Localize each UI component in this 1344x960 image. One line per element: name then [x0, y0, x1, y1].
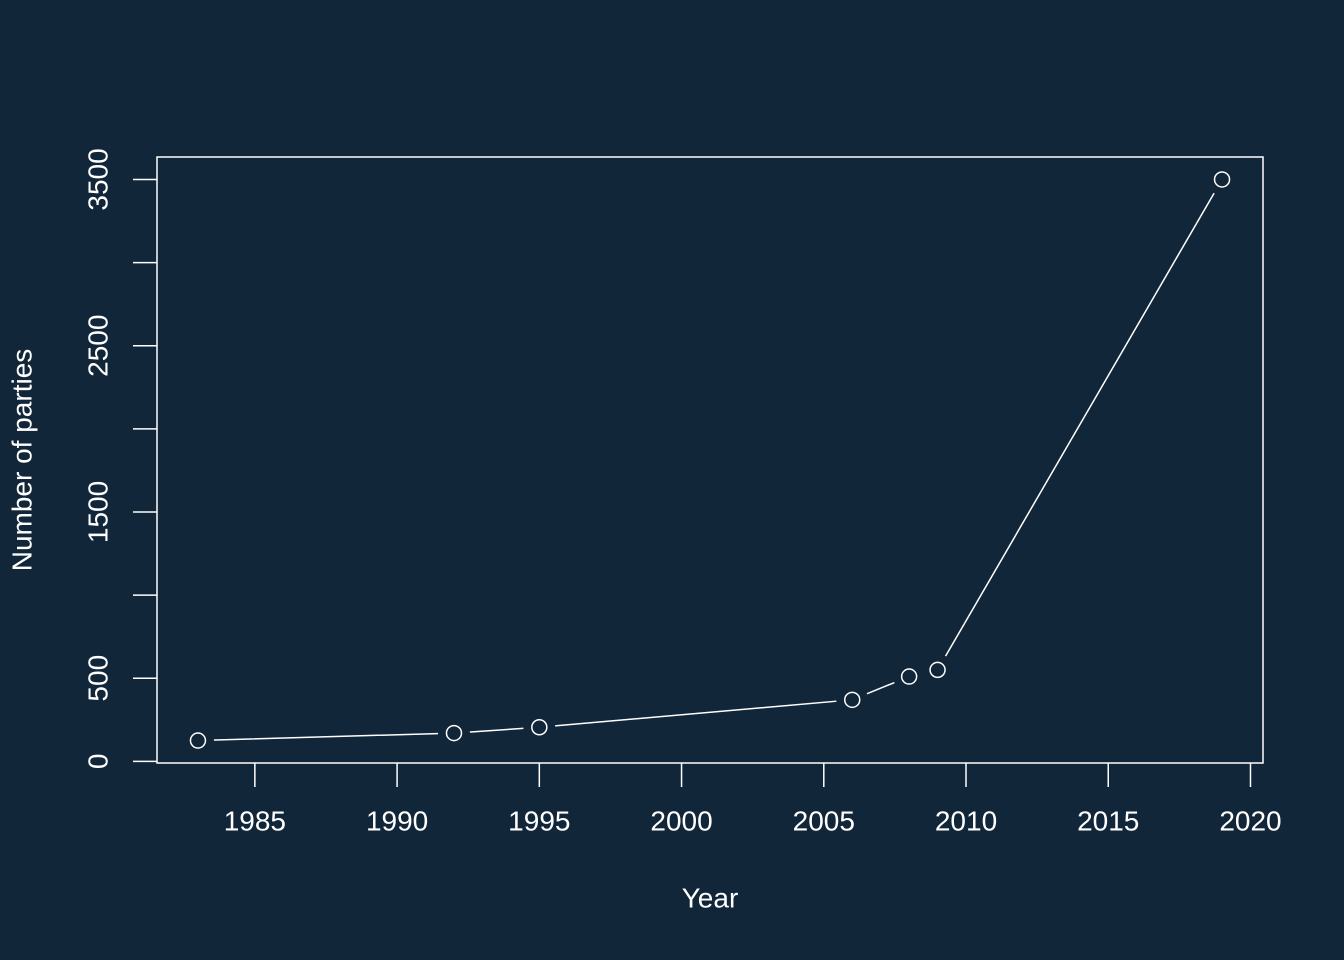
x-tick-label: 2005	[793, 805, 855, 836]
x-tick-label: 2010	[935, 805, 997, 836]
point-marker	[531, 719, 548, 736]
plot-frame	[156, 156, 1264, 764]
y-tick-label: 500	[82, 655, 113, 702]
point-marker	[843, 691, 861, 709]
line-gap	[893, 660, 926, 693]
x-tick-label: 2015	[1077, 805, 1139, 836]
x-tick-label: 1995	[508, 805, 570, 836]
x-axis-label: Year	[682, 882, 739, 913]
y-tick-label: 1500	[82, 481, 113, 543]
line-gap	[1206, 163, 1239, 196]
y-tick-label: 2500	[82, 315, 113, 377]
y-tick-label: 0	[82, 754, 113, 770]
line-gap	[181, 724, 214, 757]
x-tick-label: 1985	[224, 805, 286, 836]
line-gap	[437, 717, 470, 750]
x-tick-label: 1990	[366, 805, 428, 836]
y-axis-label: Number of parties	[6, 349, 37, 572]
point-marker	[900, 668, 918, 685]
point-marker	[189, 732, 207, 749]
x-tick-label: 2000	[650, 805, 712, 836]
x-tick-label: 2020	[1219, 805, 1281, 836]
y-tick-label: 3500	[82, 148, 113, 210]
point-marker	[445, 724, 463, 742]
line-gap	[836, 683, 869, 716]
line-gap	[523, 711, 556, 744]
point-marker	[929, 661, 946, 679]
point-marker	[1213, 171, 1231, 188]
series-line	[197, 179, 1223, 742]
line-gap	[921, 653, 954, 686]
